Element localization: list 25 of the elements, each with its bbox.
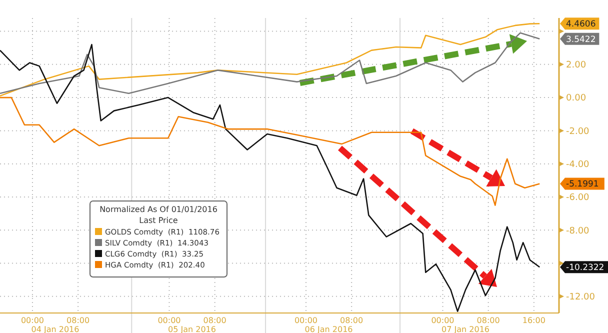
text: 3.5422 (566, 34, 596, 45)
text: -10.2322 (566, 263, 604, 274)
y-tick-label: -4.00 (566, 160, 590, 170)
x-tick-label: 00:00 (20, 316, 44, 325)
y-tick-label: 0.00 (566, 94, 586, 104)
line-series (0, 22, 540, 97)
y-tick-label: 2.00 (566, 60, 586, 71)
x-tick-label: 08:00 (203, 316, 226, 325)
line-series (0, 32, 540, 94)
x-tick-label: 00:00 (158, 316, 181, 325)
y-tick-label: -12.00 (566, 292, 596, 303)
legend-title: Normalized As Of 01/01/2016 Last Price (100, 205, 218, 225)
x-tick-label: 08:00 (340, 316, 364, 325)
y-tick-label: -2.00 (566, 126, 590, 137)
y-tick-label: -8.00 (566, 226, 590, 236)
text: -5.1991 (566, 180, 599, 190)
text: 4.4606 (566, 20, 596, 30)
x-tick-label: 08:00 (66, 316, 90, 325)
x-tick-label: 00:00 (294, 316, 318, 325)
x-tick-label: 08:00 (476, 316, 500, 325)
line-series (0, 96, 540, 206)
y-tick-label: -6.00 (566, 193, 590, 204)
x-tick-label: 16:00 (522, 316, 546, 325)
x-tick-label: 00:00 (431, 316, 454, 325)
line-series (0, 44, 540, 312)
